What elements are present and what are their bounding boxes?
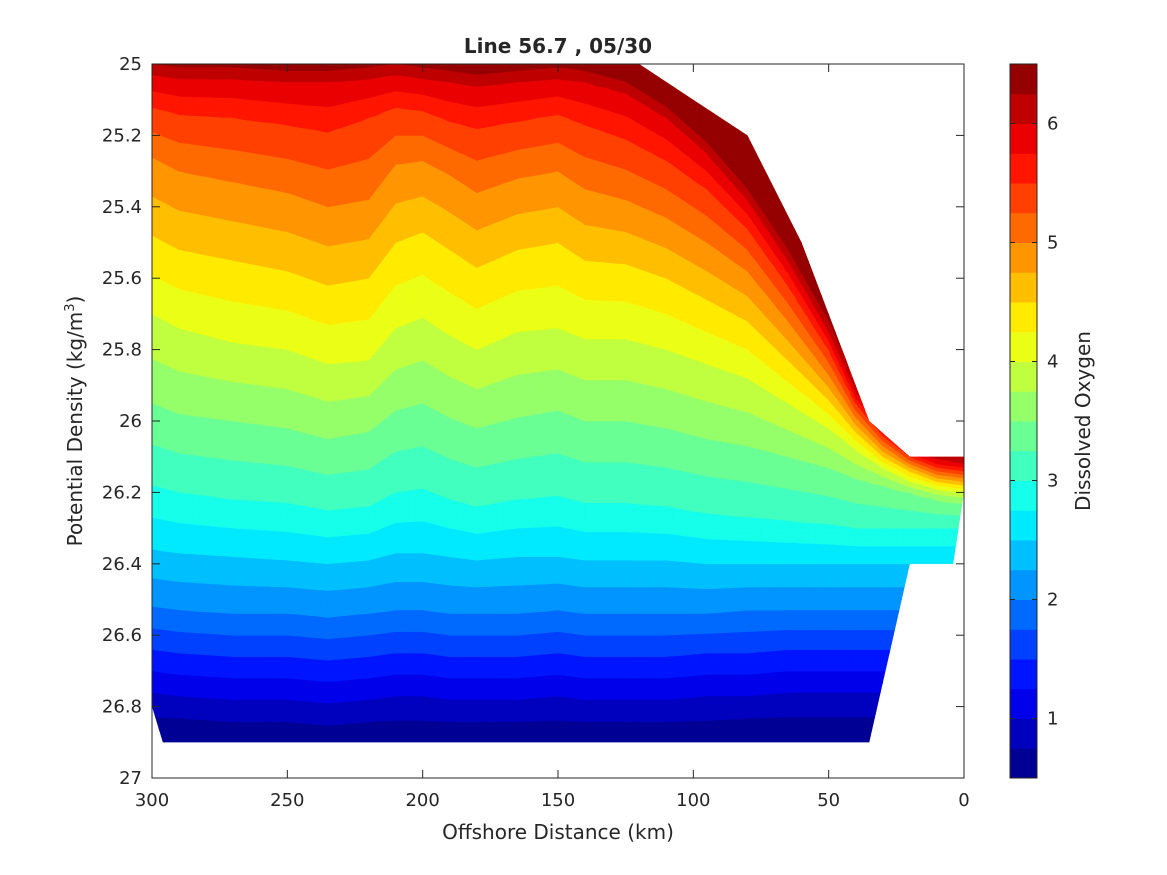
colorbar-segment (1010, 331, 1037, 362)
y-tick-label: 26.4 (102, 554, 142, 575)
x-axis: 300 250 200 150 100 50 0 (135, 64, 970, 811)
colorbar-segment (1010, 93, 1037, 124)
contour-band (152, 195, 964, 486)
contour-band (152, 443, 964, 529)
y-tick-label: 26.8 (102, 697, 142, 718)
colorbar-tick-label: 2 (1047, 590, 1058, 611)
colorbar-segment (1010, 450, 1037, 481)
colorbar-segment (1010, 510, 1037, 541)
x-tick-label: 50 (817, 790, 840, 811)
x-tick-label: 300 (135, 790, 169, 811)
contour-band (152, 156, 964, 483)
x-tick-label: 150 (541, 790, 575, 811)
colorbar (1010, 64, 1037, 779)
y-tick-label: 25.8 (102, 340, 142, 361)
colorbar-segment (1010, 688, 1037, 719)
contour-band (152, 274, 964, 493)
contour-band (152, 577, 964, 618)
contour-band (152, 106, 964, 475)
colorbar-frame (1009, 63, 1038, 779)
colorbar-tick-label: 6 (1047, 114, 1058, 135)
chart-title: Line 56.7 , 05/30 (464, 34, 652, 58)
colorbar-tick-label: 3 (1047, 471, 1058, 492)
colorbar-tick-label: 5 (1047, 233, 1058, 254)
colorbar-segment (1010, 361, 1037, 392)
y-tick-label: 26 (119, 411, 142, 432)
y-tick-label: 25.4 (102, 197, 142, 218)
contour-band (152, 627, 964, 661)
colorbar-segment (1010, 748, 1037, 779)
colorbar-segment (1010, 183, 1037, 214)
colorbar-segment (1010, 480, 1037, 511)
colorbar-segment (1010, 569, 1037, 600)
colorbar-segment (1010, 272, 1037, 303)
y-tick-label: 25.6 (102, 268, 142, 289)
colorbar-segment (1010, 391, 1037, 422)
x-tick-label: 250 (270, 790, 304, 811)
colorbar-segment (1010, 123, 1037, 154)
colorbar-segment (1010, 718, 1037, 749)
colorbar-segment (1010, 212, 1037, 243)
colorbar-tick-label: 4 (1047, 352, 1058, 373)
x-tick-label: 100 (676, 790, 710, 811)
y-tick-label: 25.2 (102, 125, 142, 146)
contour-band (152, 131, 964, 479)
x-tick-label: 200 (405, 790, 439, 811)
y-axis: 25 25.2 25.4 25.6 25.8 26 26.2 26.4 26.6 26.8 27 (102, 54, 964, 789)
contour-band (152, 484, 964, 547)
colorbar-segment (1010, 421, 1037, 452)
contour-band (152, 606, 964, 640)
colorbar-segment (1010, 659, 1037, 690)
y-axis-label-superscript: 3 (63, 303, 78, 311)
y-tick-label: 27 (119, 768, 142, 789)
y-tick-label: 25 (119, 54, 142, 75)
contour-band (152, 402, 964, 516)
colorbar-label: Dissolved Oxygen (1071, 331, 1095, 511)
x-tick-label: 0 (958, 790, 969, 811)
colorbar-segment (1010, 629, 1037, 660)
colorbar-ticks: 1 2 3 4 5 6 (1010, 114, 1058, 730)
colorbar-segment (1010, 64, 1037, 95)
colorbar-tick-label: 1 (1047, 709, 1058, 730)
contour-band (152, 358, 964, 505)
colorbar-segment (1010, 540, 1037, 571)
colorbar-segment (1010, 302, 1037, 333)
contour-band (152, 90, 964, 472)
y-tick-label: 26.2 (102, 482, 142, 503)
y-axis-label: Potential Density (kg/m3) (63, 296, 87, 547)
y-tick-label: 26.6 (102, 625, 142, 646)
x-axis-label: Offshore Distance (km) (442, 820, 674, 844)
colorbar-segment (1010, 599, 1037, 630)
colorbar-segment (1010, 242, 1037, 273)
colorbar-segment (1010, 153, 1037, 184)
